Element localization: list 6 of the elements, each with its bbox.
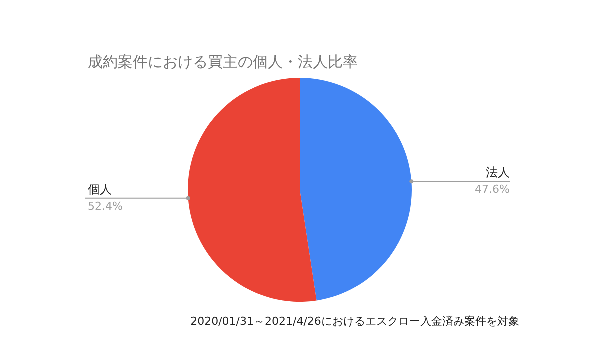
data-label: 52.4% [88,200,123,213]
slice-label: 法人 [486,166,510,180]
data-label: 47.6% [475,182,510,196]
chart-title: 成約案件における買主の個人・法人比率 [88,53,358,71]
slice-label: 個人 [88,182,112,197]
text: 2020/01/31～2021/4/26におけるエスクロー入金済み案件を対象 [190,315,520,328]
